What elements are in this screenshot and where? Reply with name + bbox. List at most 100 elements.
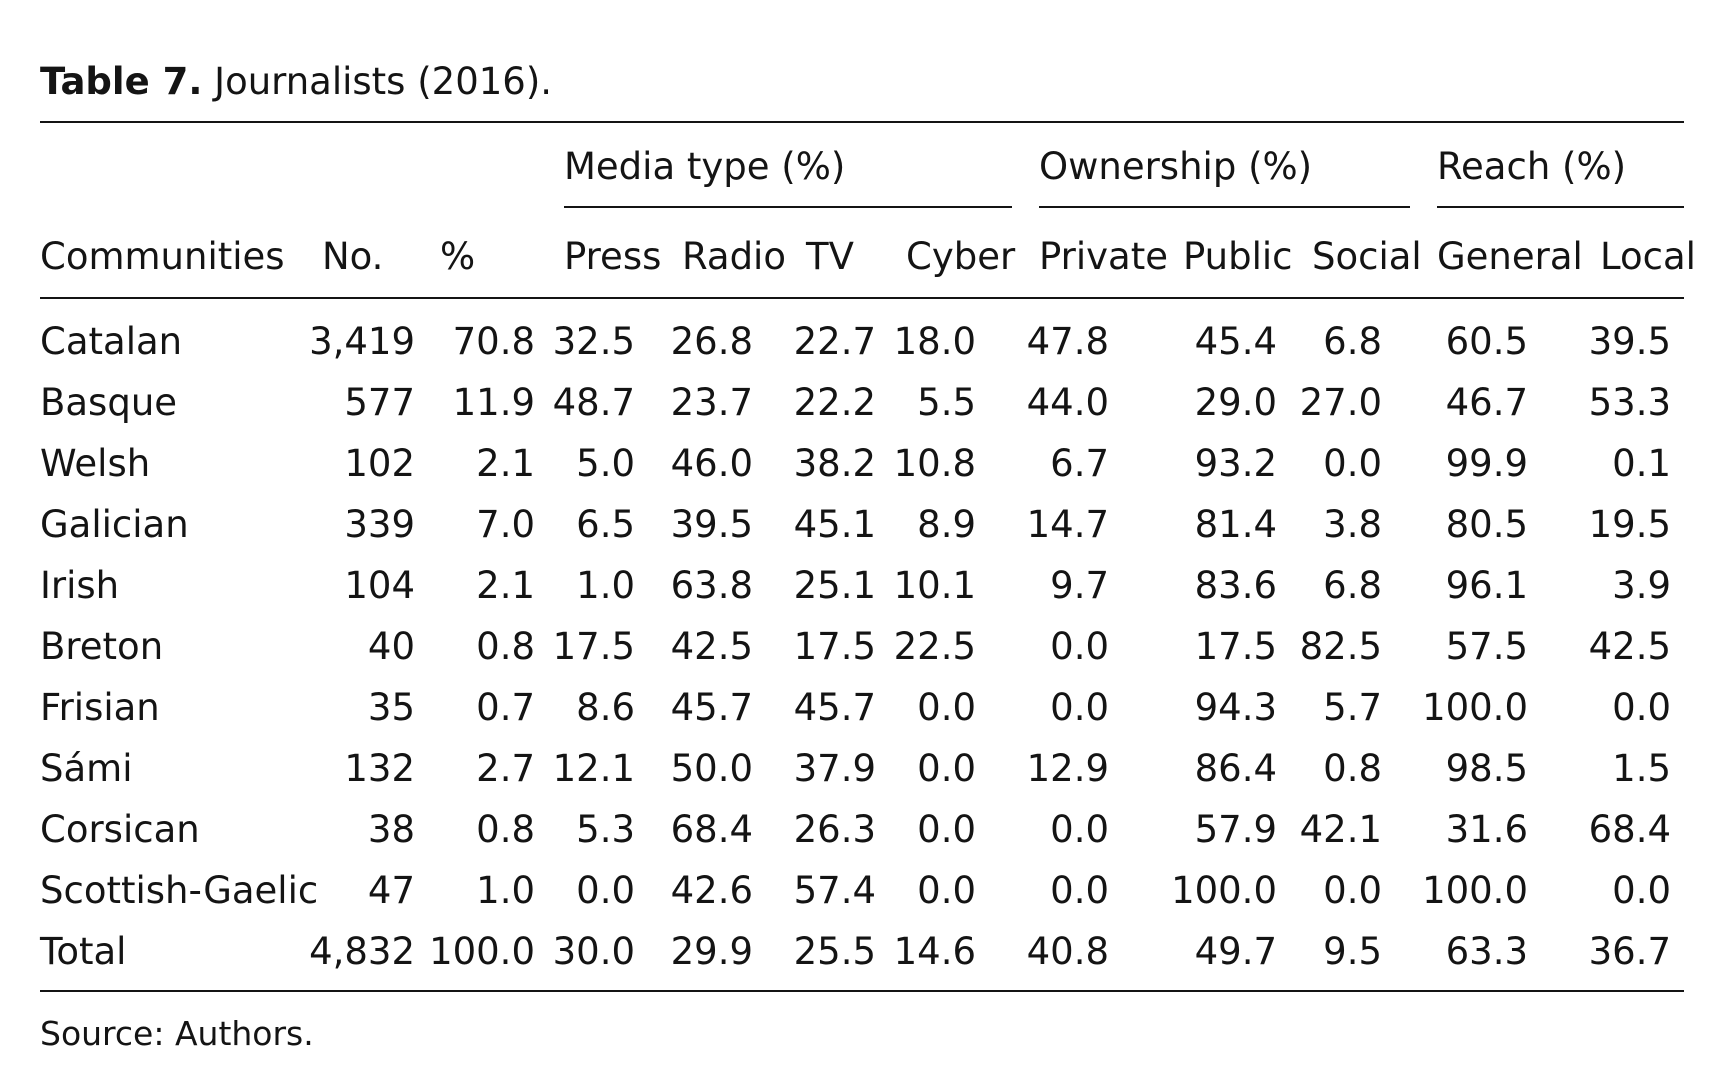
table-cell: 100.0	[1171, 869, 1277, 912]
table-cell: 30.0	[552, 930, 635, 973]
table-cell: 18.0	[893, 320, 976, 363]
table-cell: 23.7	[670, 381, 753, 424]
table-cell: 12.1	[552, 747, 635, 790]
row-label: Galician	[40, 503, 189, 546]
group-header-reach: Reach (%)	[1437, 145, 1627, 188]
table-cell: 17.5	[793, 625, 876, 668]
table-cell: 19.5	[1588, 503, 1671, 546]
table-cell: 0.0	[917, 808, 976, 851]
table-cell: 25.5	[793, 930, 876, 973]
source-note: Source: Authors.	[40, 1014, 314, 1053]
table-cell: 14.6	[893, 930, 976, 973]
table-cell: 48.7	[552, 381, 635, 424]
table-cell: 26.3	[793, 808, 876, 851]
table-cell: 57.4	[793, 869, 876, 912]
table-cell: 0.0	[917, 747, 976, 790]
group-header-media: Media type (%)	[564, 145, 846, 188]
table-cell: 22.7	[793, 320, 876, 363]
column-header: %	[440, 235, 476, 278]
table-cell: 132	[344, 747, 415, 790]
column-header: Private	[1039, 235, 1168, 278]
table-cell: 5.5	[917, 381, 976, 424]
table-cell: 0.0	[917, 869, 976, 912]
table-cell: 50.0	[670, 747, 753, 790]
table-cell: 11.9	[452, 381, 535, 424]
table-cell: 80.5	[1445, 503, 1528, 546]
table-cell: 45.4	[1194, 320, 1277, 363]
table-cell: 68.4	[1588, 808, 1671, 851]
table-cell: 93.2	[1194, 442, 1277, 485]
row-label: Welsh	[40, 442, 151, 485]
row-label: Frisian	[40, 686, 160, 729]
table-cell: 0.0	[917, 686, 976, 729]
table-cell: 47.8	[1026, 320, 1109, 363]
table-cell: 0.0	[1612, 869, 1671, 912]
table-cell: 14.7	[1026, 503, 1109, 546]
table-cell: 7.0	[476, 503, 535, 546]
table-cell: 35	[367, 686, 415, 729]
row-label: Breton	[40, 625, 164, 668]
table-cell: 83.6	[1194, 564, 1277, 607]
table-cell: 12.9	[1026, 747, 1109, 790]
table-cell: 40.8	[1026, 930, 1109, 973]
table-title: Journalists (2016).	[214, 60, 553, 103]
table-cell: 42.5	[670, 625, 753, 668]
table-cell: 45.1	[793, 503, 876, 546]
table-cell: 10.8	[893, 442, 976, 485]
table-cell: 47	[367, 869, 415, 912]
table-cell: 100.0	[429, 930, 535, 973]
table-cell: 29.0	[1194, 381, 1277, 424]
table-cell: 45.7	[793, 686, 876, 729]
table-cell: 37.9	[793, 747, 876, 790]
table-cell: 0.8	[476, 625, 535, 668]
table-caption: Table 7. Journalists (2016).	[40, 58, 552, 106]
table-cell: 1.0	[576, 564, 635, 607]
table-cell: 0.8	[1323, 747, 1382, 790]
table-cell: 0.0	[1050, 869, 1109, 912]
column-header: Communities	[40, 235, 285, 278]
table-cell: 0.8	[476, 808, 535, 851]
table-cell: 100.0	[1422, 686, 1528, 729]
table-cell: 49.7	[1194, 930, 1277, 973]
table-label: Table 7.	[40, 60, 203, 103]
table-cell: 86.4	[1194, 747, 1277, 790]
table-cell: 102	[344, 442, 415, 485]
table-cell: 0.0	[1612, 686, 1671, 729]
bottom-rule	[40, 990, 1684, 992]
row-label: Catalan	[40, 320, 183, 363]
table-cell: 57.9	[1194, 808, 1277, 851]
table-cell: 44.0	[1026, 381, 1109, 424]
table-cell: 9.5	[1323, 930, 1382, 973]
table-cell: 0.0	[1050, 625, 1109, 668]
table-cell: 0.0	[576, 869, 635, 912]
column-header: General	[1437, 235, 1583, 278]
table-cell: 2.1	[476, 442, 535, 485]
table-cell: 104	[344, 564, 415, 607]
table-cell: 17.5	[1194, 625, 1277, 668]
row-label: Irish	[40, 564, 120, 607]
column-header: Cyber	[906, 235, 1016, 278]
column-header: Social	[1312, 235, 1422, 278]
table-cell: 2.7	[476, 747, 535, 790]
table-cell: 81.4	[1194, 503, 1277, 546]
group-header-ownership: Ownership (%)	[1039, 145, 1313, 188]
table-cell: 3,419	[309, 320, 415, 363]
group-underline-media	[564, 206, 1012, 208]
table-cell: 1.0	[476, 869, 535, 912]
table-cell: 38.2	[793, 442, 876, 485]
table-cell: 22.5	[893, 625, 976, 668]
table-cell: 6.8	[1323, 320, 1382, 363]
table-cell: 60.5	[1445, 320, 1528, 363]
table-cell: 5.7	[1323, 686, 1382, 729]
table-cell: 10.1	[893, 564, 976, 607]
table-cell: 3.8	[1323, 503, 1382, 546]
table-cell: 38	[367, 808, 415, 851]
column-header: Press	[564, 235, 662, 278]
table-cell: 0.0	[1323, 442, 1382, 485]
table-cell: 6.7	[1050, 442, 1109, 485]
table-cell: 36.7	[1588, 930, 1671, 973]
table-cell: 339	[344, 503, 415, 546]
table-cell: 0.1	[1612, 442, 1671, 485]
table-cell: 39.5	[670, 503, 753, 546]
table-cell: 1.5	[1612, 747, 1671, 790]
